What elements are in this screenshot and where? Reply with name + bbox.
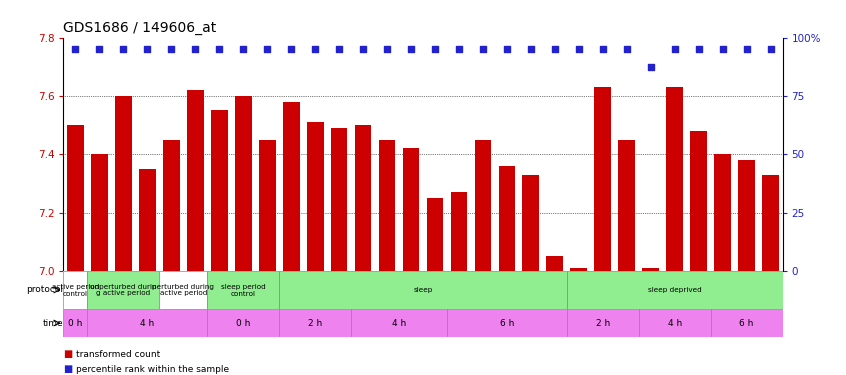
Bar [63, 271, 87, 309]
Text: sleep deprived: sleep deprived [648, 287, 701, 293]
Point [236, 46, 250, 52]
Point [596, 46, 609, 52]
Text: protocol: protocol [26, 285, 63, 294]
Text: 4 h: 4 h [392, 318, 406, 327]
Bar [639, 309, 711, 337]
Bar [379, 140, 395, 271]
Point [117, 46, 130, 52]
Point [548, 46, 562, 52]
Text: unperturbed durin
g active period: unperturbed durin g active period [91, 284, 157, 297]
Point [667, 46, 681, 52]
Point [356, 46, 370, 52]
Bar [139, 169, 156, 271]
Bar [87, 271, 159, 309]
Point [764, 46, 777, 52]
Bar [283, 102, 299, 271]
Bar [711, 309, 783, 337]
Bar [67, 125, 84, 271]
Text: 2 h: 2 h [308, 318, 322, 327]
Bar [567, 309, 639, 337]
Point [428, 46, 442, 52]
Bar [87, 309, 207, 337]
Text: sleep: sleep [414, 287, 432, 293]
Bar [163, 140, 179, 271]
Bar [351, 309, 447, 337]
Point [189, 46, 202, 52]
Point [644, 64, 657, 70]
Bar [115, 96, 132, 271]
Point [164, 46, 178, 52]
Bar [447, 309, 567, 337]
Text: percentile rank within the sample: percentile rank within the sample [76, 365, 229, 374]
Bar [403, 148, 420, 271]
Point [92, 46, 106, 52]
Bar [475, 140, 492, 271]
Bar [159, 271, 207, 309]
Text: ■: ■ [63, 364, 73, 374]
Point [716, 46, 729, 52]
Bar [570, 268, 587, 271]
Bar [235, 96, 251, 271]
Bar [451, 192, 467, 271]
Point [308, 46, 321, 52]
Text: 2 h: 2 h [596, 318, 610, 327]
Point [500, 46, 514, 52]
Bar [762, 175, 779, 271]
Bar [667, 87, 683, 271]
Bar [523, 175, 539, 271]
Bar [498, 166, 515, 271]
Bar [259, 140, 276, 271]
Point [69, 46, 82, 52]
Text: time: time [42, 318, 63, 327]
Bar [187, 90, 204, 271]
Bar [714, 154, 731, 271]
Bar [207, 309, 279, 337]
Text: 4 h: 4 h [140, 318, 155, 327]
Bar [331, 128, 348, 271]
Bar [279, 271, 567, 309]
Point [739, 46, 753, 52]
Text: 6 h: 6 h [500, 318, 514, 327]
Bar [618, 140, 635, 271]
Point [380, 46, 393, 52]
Bar [567, 271, 783, 309]
Text: active period
control: active period control [52, 284, 99, 297]
Bar [426, 198, 443, 271]
Text: 4 h: 4 h [667, 318, 682, 327]
Point [452, 46, 465, 52]
Text: 6 h: 6 h [739, 318, 754, 327]
Bar [207, 271, 279, 309]
Point [692, 46, 706, 52]
Point [140, 46, 154, 52]
Bar [547, 256, 563, 271]
Bar [279, 309, 351, 337]
Bar [642, 268, 659, 271]
Point [261, 46, 274, 52]
Bar [307, 122, 323, 271]
Point [284, 46, 298, 52]
Bar [354, 125, 371, 271]
Point [332, 46, 346, 52]
Point [476, 46, 490, 52]
Bar [739, 160, 755, 271]
Point [404, 46, 418, 52]
Point [572, 46, 585, 52]
Text: sleep period
control: sleep period control [221, 284, 266, 297]
Bar [91, 154, 107, 271]
Text: 0 h: 0 h [69, 318, 83, 327]
Point [212, 46, 226, 52]
Bar [63, 309, 87, 337]
Point [620, 46, 634, 52]
Bar [211, 111, 228, 271]
Bar [690, 131, 707, 271]
Text: perturbed during
active period: perturbed during active period [152, 284, 214, 297]
Text: ■: ■ [63, 350, 73, 359]
Point [524, 46, 537, 52]
Text: transformed count: transformed count [76, 350, 161, 359]
Text: 0 h: 0 h [236, 318, 250, 327]
Text: GDS1686 / 149606_at: GDS1686 / 149606_at [63, 21, 217, 35]
Bar [595, 87, 611, 271]
